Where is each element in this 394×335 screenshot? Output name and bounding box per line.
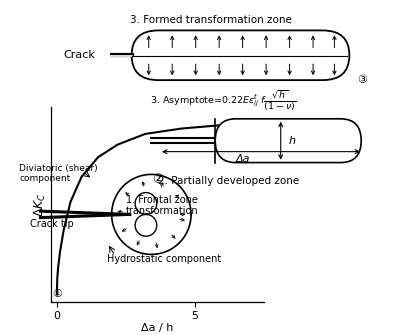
FancyBboxPatch shape — [132, 30, 349, 80]
Text: 3. Asymptote=0.22$E\varepsilon^t_{ij}$ $f\dfrac{\sqrt{h}}{(1-\nu)}$: 3. Asymptote=0.22$E\varepsilon^t_{ij}$ $… — [150, 88, 296, 113]
Text: 3. Formed transformation zone: 3. Formed transformation zone — [130, 15, 292, 25]
Text: ②: ② — [152, 173, 163, 186]
Text: Δa: Δa — [236, 154, 251, 163]
Text: Diviatoric (shear)
component: Diviatoric (shear) component — [19, 163, 98, 183]
FancyBboxPatch shape — [215, 119, 361, 162]
Y-axis label: $\Delta K_C$: $\Delta K_C$ — [33, 192, 48, 217]
Text: h: h — [288, 136, 295, 146]
Text: Crack tip: Crack tip — [30, 219, 74, 229]
Text: Hydrostatic component: Hydrostatic component — [106, 254, 221, 264]
Text: ③: ③ — [357, 75, 367, 85]
X-axis label: Δa / h: Δa / h — [141, 323, 174, 333]
Text: 2. Partially developed zone: 2. Partially developed zone — [158, 176, 299, 186]
Text: 1. Frontal zone
transformation: 1. Frontal zone transformation — [126, 195, 198, 216]
Text: Crack: Crack — [63, 50, 95, 60]
Text: ①: ① — [52, 289, 62, 299]
